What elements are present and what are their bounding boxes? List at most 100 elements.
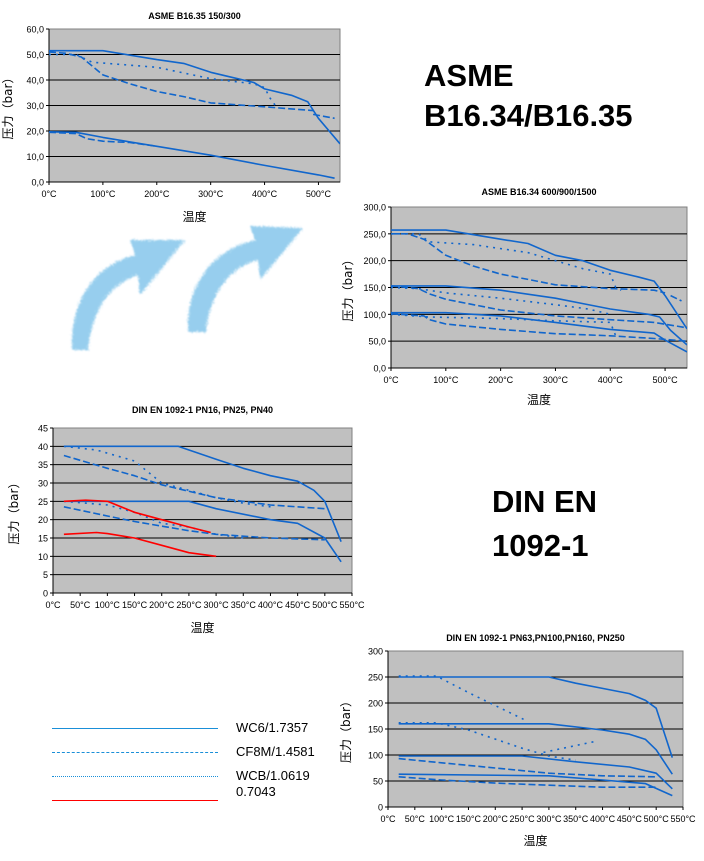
series-line-cf8m-1-4581: [398, 776, 657, 788]
y-tick-label: 25: [38, 497, 48, 507]
x-tick-label: 500°C: [306, 189, 332, 199]
x-tick-label: 300°C: [543, 375, 569, 385]
y-tick-label: 20: [38, 515, 48, 525]
chart-title: DIN EN 1092-1 PN63,PN100,PN160, PN250: [446, 633, 625, 643]
series-line-wc6-1-7357: [398, 676, 674, 758]
y-tick-label: 50,0: [368, 337, 386, 347]
y-tick-label: 100,0: [363, 310, 386, 320]
y-tick-label: 150: [368, 725, 383, 735]
din-heading-line1: DIN EN: [492, 484, 598, 519]
series-line-wc6-1-7357: [49, 49, 340, 145]
y-tick-label: 0,0: [373, 364, 386, 374]
x-tick-label: 200°C: [144, 189, 170, 199]
din-heading-line2: 1092-1: [492, 528, 589, 563]
x-tick-label: 350°C: [563, 814, 589, 824]
x-tick-label: 300°C: [204, 600, 230, 610]
series-line-wcb-1-0619: [63, 500, 244, 539]
brush-arrows-icon: [71, 226, 303, 350]
legend-line-wc6: [52, 728, 218, 729]
x-axis-label: 温度: [182, 209, 206, 224]
series-line-cf8m-1-4581: [391, 285, 687, 329]
chart-title: ASME B16.34 600/900/1500: [481, 187, 596, 197]
x-tick-label: 400°C: [598, 375, 624, 385]
legend-line-wcb: [52, 776, 218, 777]
x-tick-label: 200°C: [488, 375, 514, 385]
x-tick-label: 350°C: [231, 600, 257, 610]
y-tick-label: 0,0: [31, 178, 44, 188]
legend-line-cf8m: [52, 752, 218, 753]
asme-heading-line2: B16.34/B16.35: [424, 98, 633, 133]
chart-1: 0,0 10,0 20,0 30,0 40,0 50,0 60,0 0°C 100°C 200°C…: [1, 11, 341, 224]
x-tick-label: 100°C: [95, 600, 121, 610]
y-tick-label: 300,0: [363, 203, 386, 213]
x-tick-label: 300°C: [198, 189, 224, 199]
chart-title: DIN EN 1092-1 PN16, PN25, PN40: [132, 405, 273, 415]
series-line-cf8m-1-4581: [63, 454, 325, 510]
x-tick-label: 450°C: [617, 814, 643, 824]
series-line-0-7043: [63, 531, 217, 558]
series-line-cf8m-1-4581: [49, 131, 157, 148]
y-axis-label: 压力（bar）: [339, 695, 353, 763]
y-tick-label: 40,0: [26, 76, 44, 86]
legend-label-red: 0.7043: [236, 784, 276, 799]
y-tick-label: 100: [368, 751, 383, 761]
x-tick-label: 0°C: [380, 814, 396, 824]
y-tick-label: 40: [38, 442, 48, 452]
y-tick-label: 300: [368, 647, 383, 657]
y-tick-label: 10,0: [26, 152, 44, 162]
y-tick-label: 30: [38, 479, 48, 489]
y-tick-label: 0: [43, 589, 48, 599]
x-tick-label: 400°C: [258, 600, 284, 610]
x-tick-label: 500°C: [653, 375, 679, 385]
x-tick-label: 250°C: [176, 600, 202, 610]
plot-area: [52, 427, 353, 594]
y-axis-label: 压力（bar）: [341, 254, 355, 322]
series-line-wc6-1-7357: [63, 500, 342, 563]
series-group: [63, 445, 342, 563]
x-tick-label: 100°C: [90, 189, 116, 199]
series-line-cf8m-1-4581: [49, 51, 314, 112]
y-axis-label: 压力（bar）: [1, 72, 15, 140]
y-tick-label: 50: [373, 777, 383, 787]
series-group: [398, 675, 674, 797]
series-group: [49, 49, 340, 179]
x-tick-label: 550°C: [339, 600, 365, 610]
y-tick-label: 0: [378, 803, 383, 813]
y-tick-label: 15: [38, 534, 48, 544]
x-tick-label: 0°C: [383, 375, 399, 385]
y-tick-label: 35: [38, 460, 48, 470]
chart-4: 0 50 100 150 200 250 300 0°C 50°C 100°C 150°C 200°C…: [339, 633, 696, 848]
y-tick-label: 5: [43, 570, 48, 580]
x-tick-label: 100°C: [433, 375, 459, 385]
x-tick-label: 150°C: [122, 600, 148, 610]
y-tick-label: 60,0: [26, 25, 44, 35]
x-tick-label: 100°C: [429, 814, 455, 824]
x-tick-label: 0°C: [45, 600, 61, 610]
series-line-wc6-1-7357: [391, 229, 687, 330]
series-group: [391, 229, 687, 353]
chart-2: 0,0 50,0 100,0 150,0 200,0 250,0 300,0 0°C 100°C…: [341, 187, 688, 407]
y-tick-label: 30,0: [26, 101, 44, 111]
x-tick-label: 50°C: [405, 814, 426, 824]
series-line-wc6-1-7357: [391, 285, 687, 346]
x-tick-label: 500°C: [644, 814, 670, 824]
legend-label-wc6: WC6/1.7357: [236, 720, 309, 735]
y-tick-label: 250: [368, 673, 383, 683]
brush-arrow-left-icon: [71, 240, 185, 350]
x-tick-label: 550°C: [670, 814, 696, 824]
y-tick-label: 200,0: [363, 256, 386, 266]
series-line-wc6-1-7357: [398, 723, 673, 775]
series-line-cf8m-1-4581: [63, 506, 325, 541]
x-tick-label: 200°C: [483, 814, 509, 824]
y-tick-label: 45: [38, 424, 48, 434]
series-line-cf8m-1-4581: [398, 757, 657, 778]
series-line-wc6-1-7357: [63, 445, 342, 542]
chart-title: ASME B16.35 150/300: [148, 11, 241, 21]
x-tick-label: 300°C: [536, 814, 562, 824]
y-axis-label: 压力（bar）: [7, 477, 21, 545]
x-tick-label: 250°C: [510, 814, 536, 824]
series-line-wc6-1-7357: [49, 131, 335, 179]
x-axis-label: 温度: [190, 620, 214, 635]
series-line-cf8m-1-4581: [670, 294, 682, 302]
